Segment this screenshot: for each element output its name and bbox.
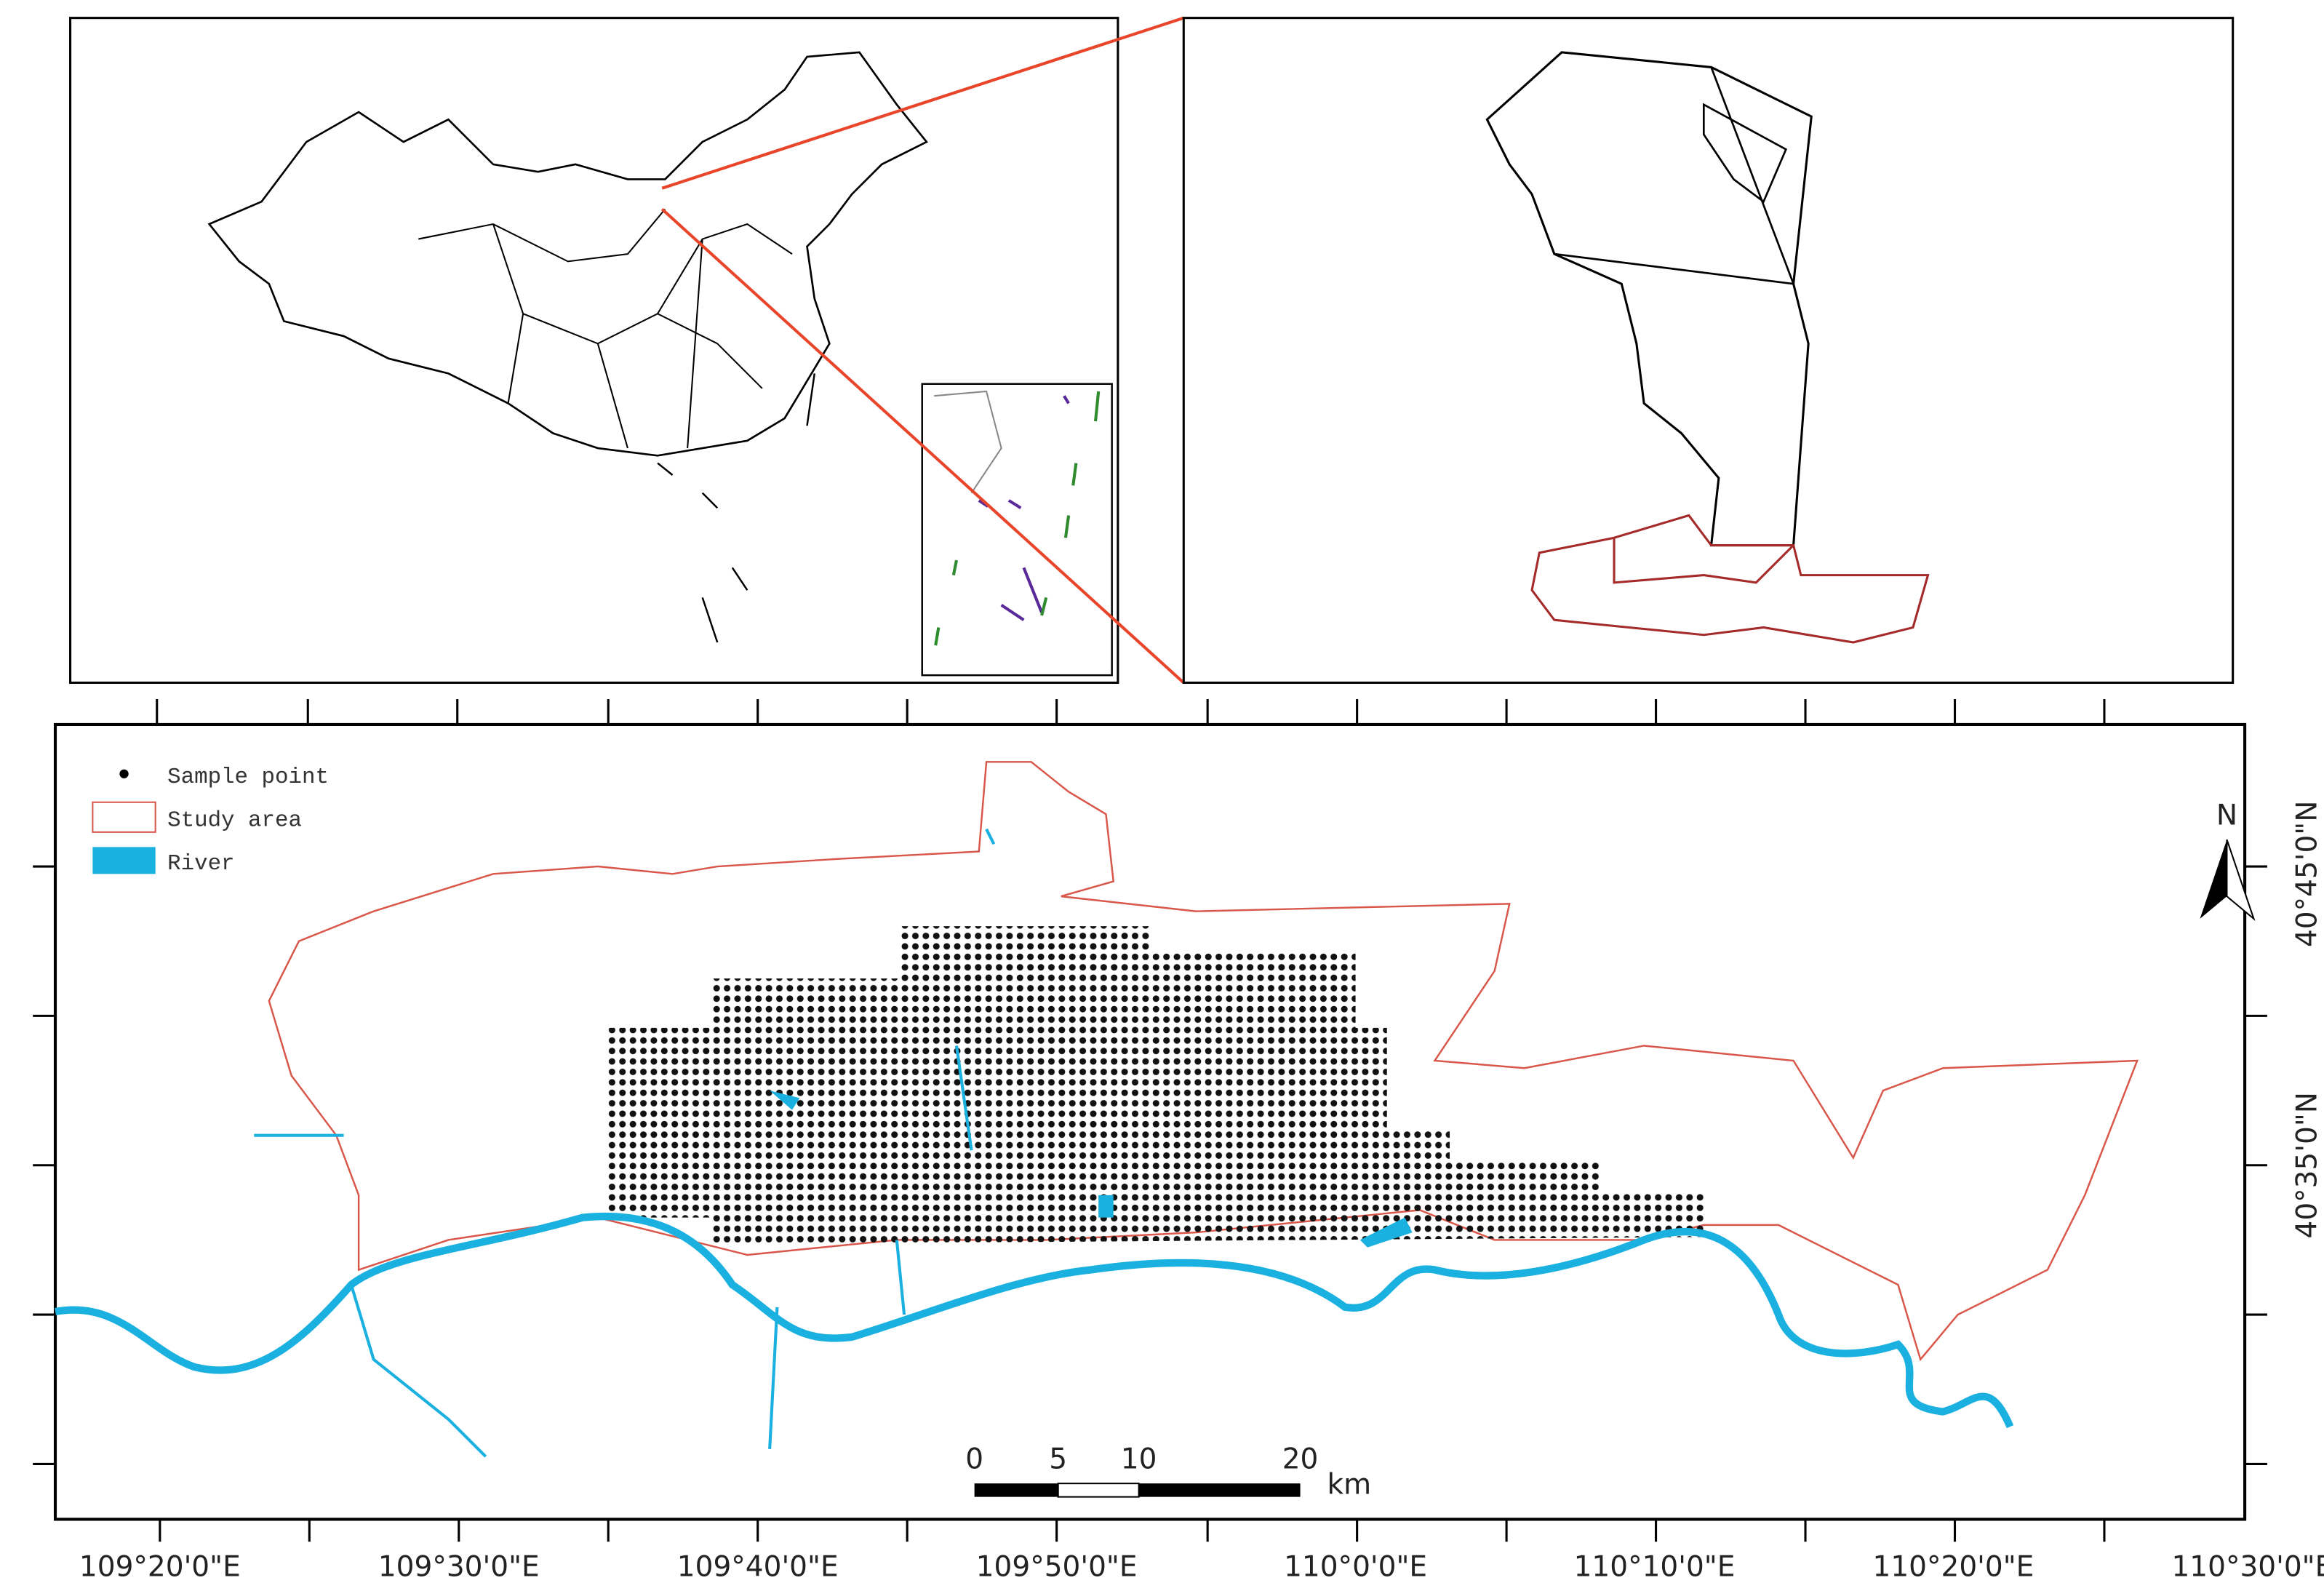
inset-dashes xyxy=(934,391,1101,646)
x-label: 109°30'0"E xyxy=(378,1550,540,1583)
zoom-line xyxy=(661,16,1184,190)
islands xyxy=(657,373,816,643)
scale-segment xyxy=(974,1483,1058,1497)
legend-dot xyxy=(119,769,129,778)
overview-frame xyxy=(69,17,1119,684)
y-label: 40°45'0"N xyxy=(2291,801,2324,947)
ticks xyxy=(33,699,2267,1542)
map-frame xyxy=(53,722,2247,1521)
province-borders xyxy=(418,208,793,449)
scale-label: 0 xyxy=(965,1443,983,1476)
china-outline xyxy=(207,51,928,457)
tributaries xyxy=(254,828,996,1458)
study-area-outline xyxy=(1530,514,1930,644)
scale-label: 10 xyxy=(1121,1443,1157,1476)
county-borders xyxy=(1554,66,1794,285)
x-label: 109°20'0"E xyxy=(79,1550,241,1583)
x-label: 110°30'0"E xyxy=(2171,1550,2324,1583)
scale-unit: km xyxy=(1327,1469,1372,1502)
x-label: 109°40'0"E xyxy=(677,1550,839,1583)
legend-river xyxy=(92,847,156,874)
scale-label: 5 xyxy=(1049,1443,1067,1476)
y-label: 40°35'0"N xyxy=(2291,1092,2324,1238)
zoom-line xyxy=(660,207,1185,684)
inset-coast xyxy=(934,390,1002,494)
legend-label: River xyxy=(167,851,234,877)
legend-label: Sample point xyxy=(167,765,329,790)
x-label: 110°10'0"E xyxy=(1574,1550,1736,1583)
inset-frame xyxy=(921,383,1113,677)
x-label: 110°0'0"E xyxy=(1284,1550,1427,1583)
legend-label: Study area xyxy=(167,808,302,834)
x-label: 110°20'0"E xyxy=(1873,1550,2035,1583)
north-arrow xyxy=(2200,840,2227,919)
north-arrow xyxy=(2226,839,2256,922)
north-label: N xyxy=(2216,800,2237,832)
region-outline xyxy=(1485,51,1813,547)
scale-segment xyxy=(1057,1483,1140,1498)
legend-area xyxy=(92,801,156,833)
region-frame xyxy=(1182,17,2235,684)
scale-segment xyxy=(1138,1483,1301,1497)
river xyxy=(55,1212,2014,1429)
scale-label: 20 xyxy=(1282,1443,1319,1476)
x-label: 109°50'0"E xyxy=(976,1550,1138,1583)
inset-islands xyxy=(978,395,1070,621)
sample-points xyxy=(608,926,1704,1245)
